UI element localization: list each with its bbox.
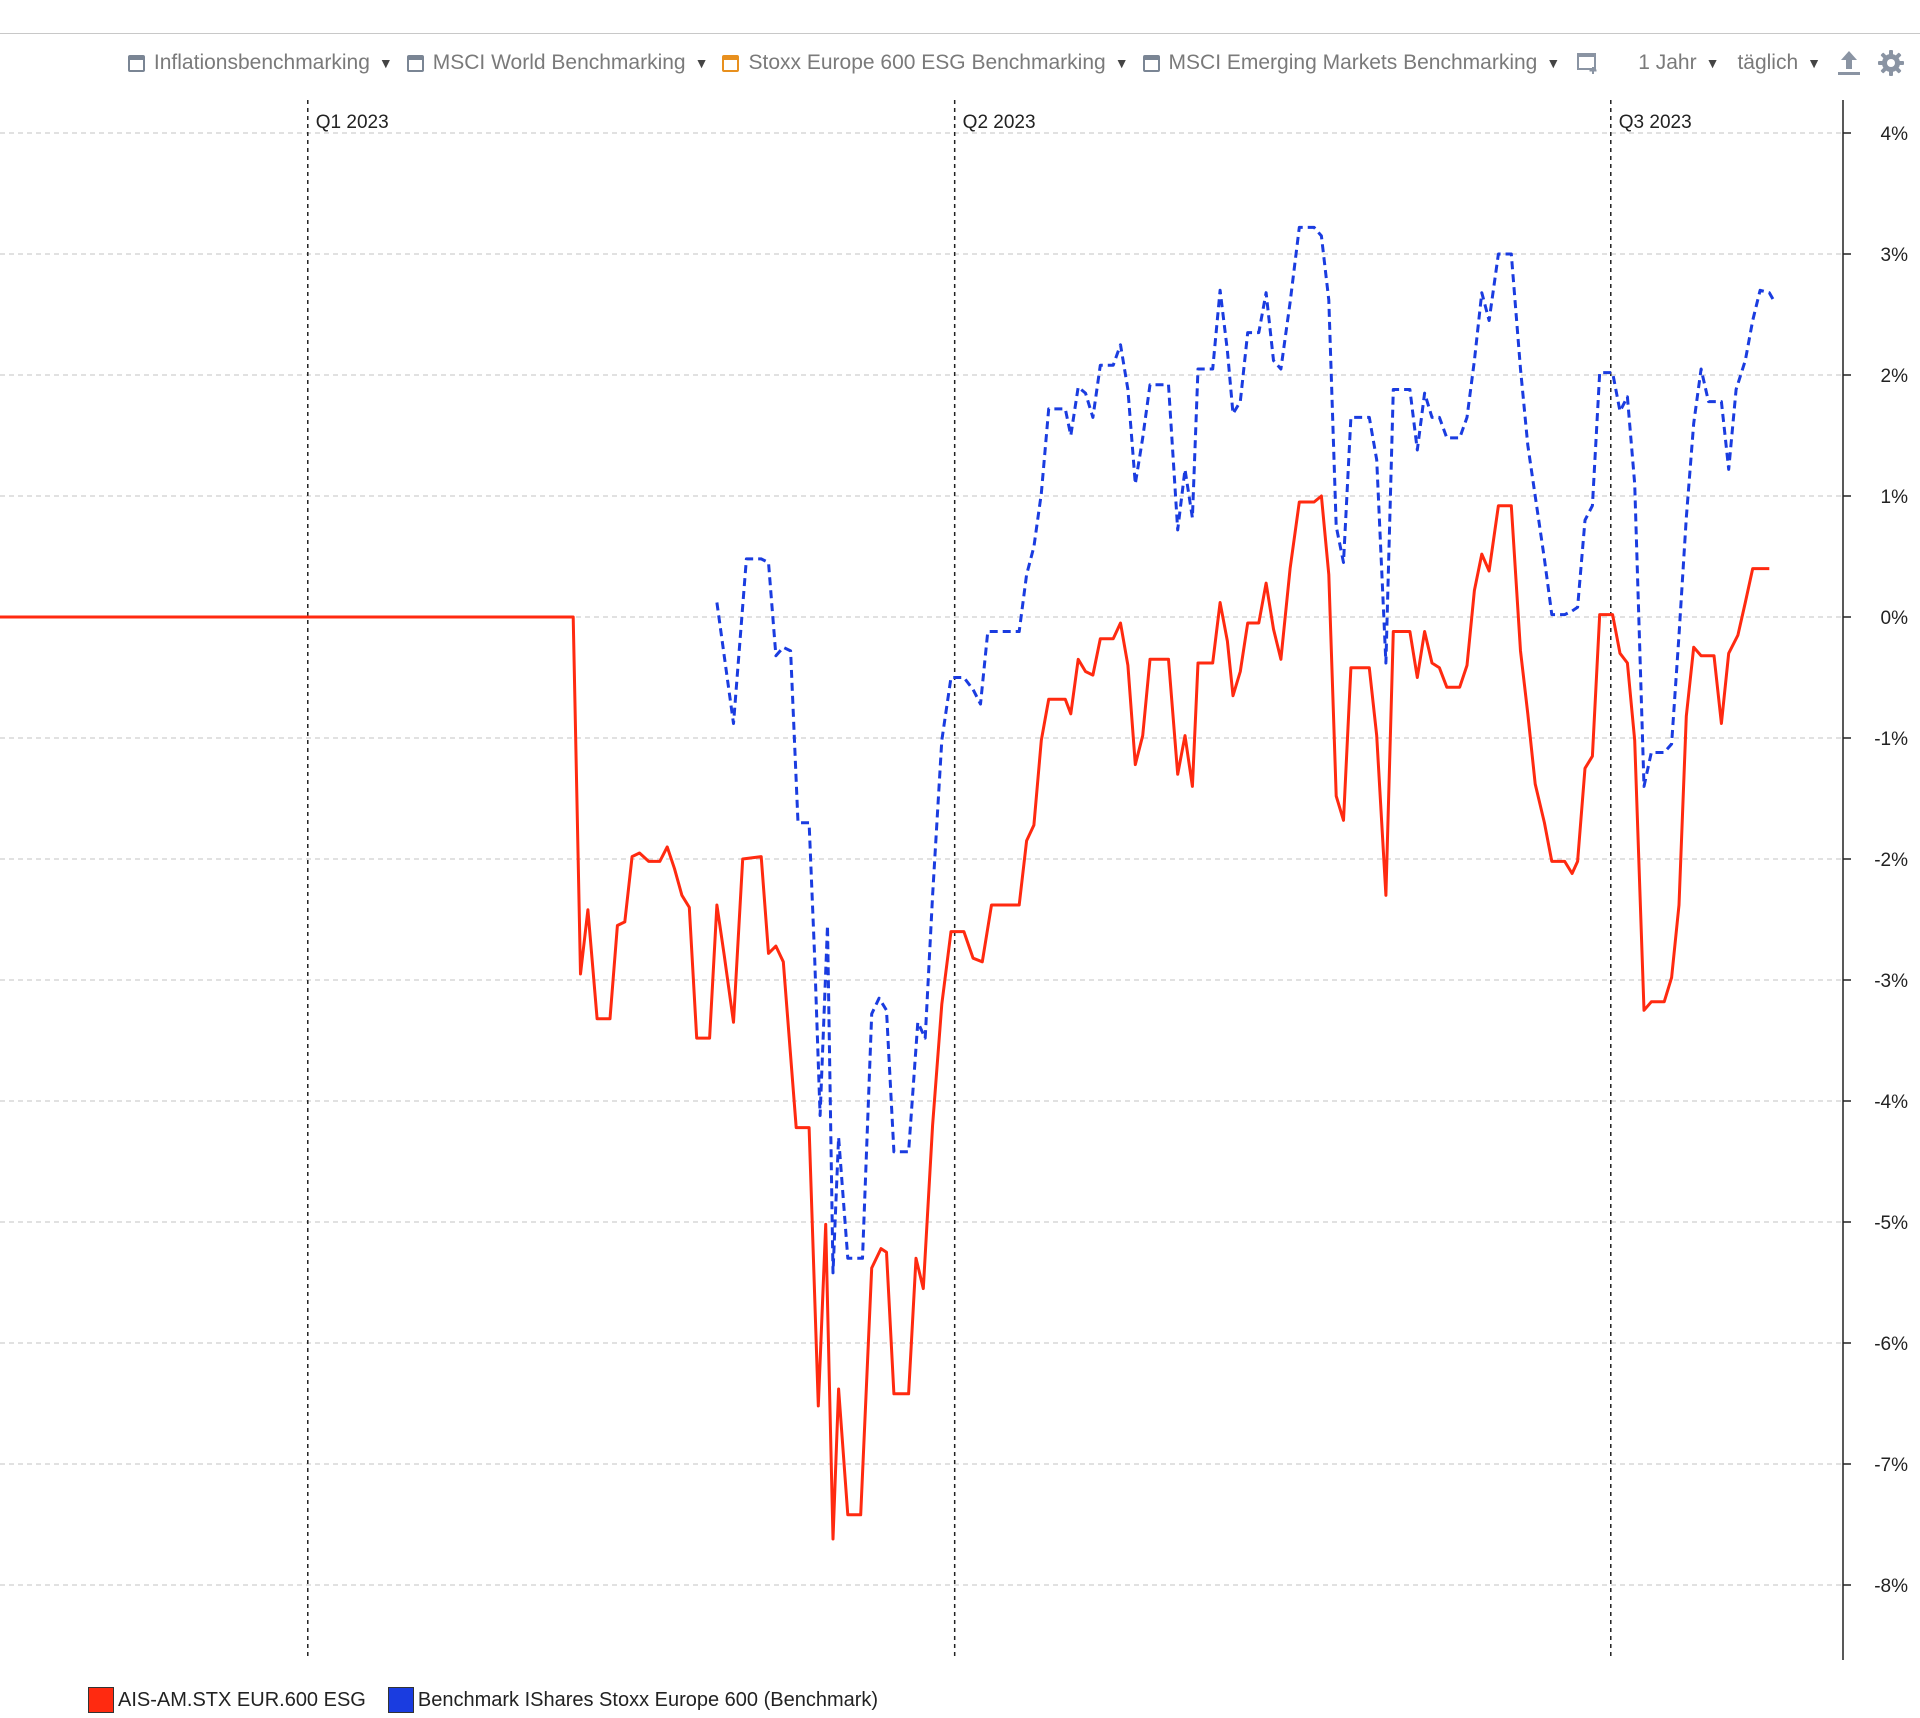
caret-down-icon[interactable]: ▼ (1546, 55, 1561, 71)
caret-down-icon[interactable]: ▼ (1114, 55, 1129, 71)
checkbox-icon[interactable] (127, 54, 145, 72)
top-divider (0, 33, 1920, 34)
checkbox-icon[interactable] (406, 54, 424, 72)
legend-label: AIS-AM.STX EUR.600 ESG (118, 1688, 366, 1711)
caret-down-icon[interactable]: ▼ (1807, 55, 1821, 71)
chart-toolbar: Inflationsbenchmarking ▼ MSCI World Benc… (0, 46, 1905, 80)
toggle-label: MSCI World Benchmarking (432, 51, 686, 74)
y-tick-label: -5% (1874, 1213, 1908, 1234)
export-icon[interactable] (1837, 49, 1861, 77)
toggle-label: Inflationsbenchmarking (153, 51, 370, 74)
y-tick-label: 3% (1881, 245, 1909, 266)
series-line (715, 225, 1777, 1275)
y-tick-label: 4% (1881, 124, 1909, 145)
toggle-stoxx-europe-600-esg-benchmarking[interactable]: Stoxx Europe 600 ESG Benchmarking ▼ (722, 51, 1129, 75)
checkbox-icon[interactable] (1142, 54, 1160, 72)
quarter-marker-label: Q1 2023 (316, 112, 389, 133)
y-tick-label: 0% (1881, 608, 1909, 629)
y-tick-label: 2% (1881, 366, 1909, 387)
y-tick-label: -2% (1874, 850, 1908, 871)
toggle-msci-emerging-markets-benchmarking[interactable]: MSCI Emerging Markets Benchmarking ▼ (1142, 51, 1561, 75)
legend-item-ais[interactable]: AIS-AM.STX EUR.600 ESG (88, 1687, 366, 1713)
toggle-label: MSCI Emerging Markets Benchmarking (1168, 51, 1538, 74)
add-chart-icon[interactable] (1576, 51, 1600, 75)
quarter-marker-label: Q3 2023 (1619, 112, 1692, 133)
y-tick-label: -6% (1874, 1334, 1908, 1355)
y-tick-label: -1% (1874, 729, 1908, 750)
legend-item-benchmark[interactable]: Benchmark IShares Stoxx Europe 600 (Benc… (387, 1687, 879, 1713)
toggle-label: Stoxx Europe 600 ESG Benchmarking (748, 51, 1106, 74)
toggle-msci-world-benchmarking[interactable]: MSCI World Benchmarking ▼ (406, 51, 709, 75)
toggle-inflationsbenchmarking[interactable]: Inflationsbenchmarking ▼ (127, 51, 393, 75)
period-select[interactable]: 1 Jahr ▼ (1638, 51, 1719, 75)
y-tick-label: -4% (1874, 1092, 1908, 1113)
y-tick-label: 1% (1881, 487, 1909, 508)
checkbox-icon[interactable] (722, 54, 740, 72)
y-tick-label: -3% (1874, 971, 1908, 992)
legend-swatch (88, 1687, 114, 1713)
gear-icon[interactable] (1877, 49, 1905, 77)
y-tick-label: -7% (1874, 1455, 1908, 1476)
frequency-select[interactable]: täglich ▼ (1737, 51, 1821, 75)
legend-label: Benchmark IShares Stoxx Europe 600 (Benc… (417, 1688, 879, 1711)
legend-swatch (387, 1687, 414, 1713)
quarter-marker-label: Q2 2023 (963, 112, 1036, 133)
caret-down-icon[interactable]: ▼ (694, 55, 709, 71)
y-tick-label: -8% (1874, 1576, 1908, 1597)
caret-down-icon[interactable]: ▼ (1705, 55, 1720, 71)
series-line (0, 494, 1770, 1541)
caret-down-icon[interactable]: ▼ (378, 55, 393, 71)
period-value: 1 Jahr (1638, 51, 1697, 74)
frequency-value: täglich (1737, 51, 1799, 74)
line-chart: Q1 2023 Q2 2023 Q3 2023 4% 3% 2% 1% 0% -1% -2% -3… (0, 100, 1909, 1660)
chart-legend: AIS-AM.STX EUR.600 ESG Benchmark IShares… (88, 1687, 900, 1713)
